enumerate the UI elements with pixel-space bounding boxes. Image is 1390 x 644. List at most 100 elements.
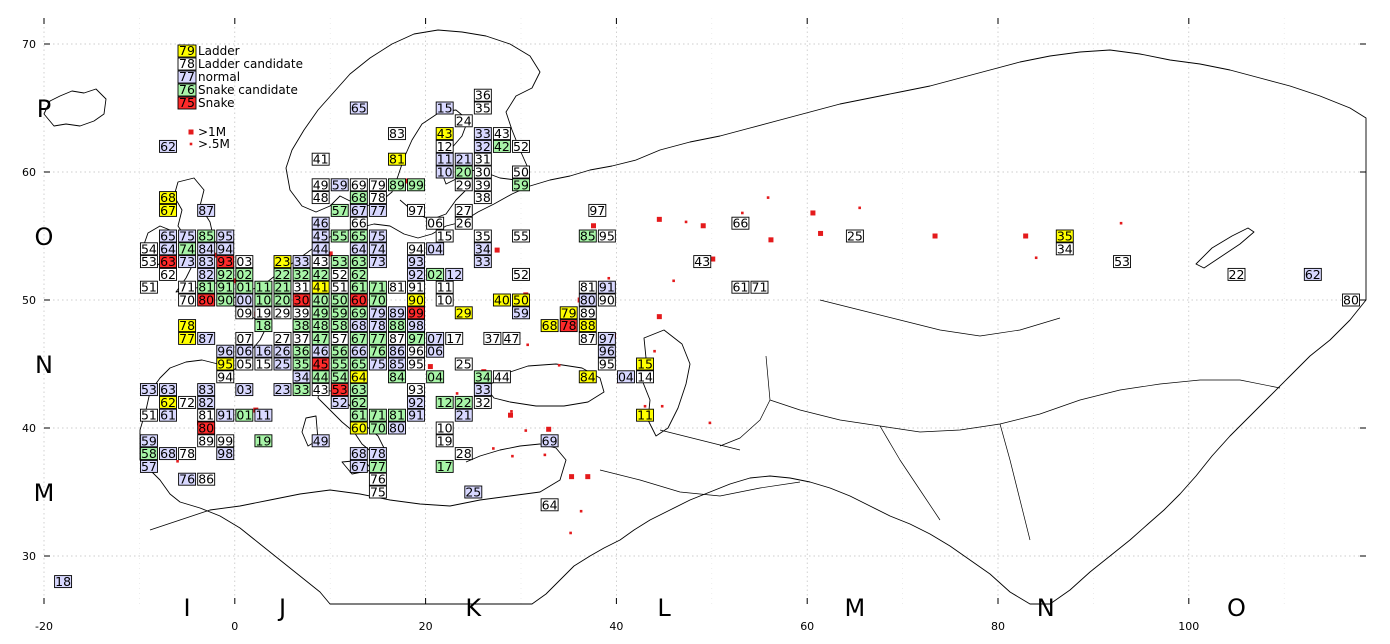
grid-cell[interactable]: 84 (388, 369, 406, 384)
grid-cell[interactable]: 61 (731, 280, 750, 295)
grid-cell[interactable]: 85 (578, 229, 597, 244)
grid-cell[interactable]: 46 (311, 344, 330, 359)
grid-cell[interactable]: 67 (349, 203, 368, 218)
grid-cell[interactable]: 19 (435, 433, 454, 448)
grid-cell[interactable]: 34 (1055, 241, 1074, 256)
grid-cell[interactable]: 09 (235, 305, 254, 320)
grid-cell[interactable]: 62 (159, 139, 177, 154)
grid-cell[interactable]: 64 (349, 369, 368, 384)
grid-cell[interactable]: 91 (407, 280, 426, 295)
grid-cell[interactable]: 62 (159, 267, 177, 282)
grid-cell[interactable]: 19 (254, 305, 273, 320)
grid-cell[interactable]: 10 (254, 293, 273, 308)
grid-cell[interactable]: 82 (197, 267, 216, 282)
grid-cell[interactable]: 67 (159, 203, 177, 218)
grid-cell[interactable]: 39 (292, 305, 311, 320)
grid-cell[interactable]: 59 (330, 177, 349, 192)
grid-cell[interactable]: 66 (349, 216, 368, 231)
grid-cell[interactable]: 41 (311, 152, 330, 167)
grid-cell[interactable]: 99 (407, 305, 426, 320)
grid-cell[interactable]: 96 (407, 344, 426, 359)
grid-cell[interactable]: 25 (464, 485, 483, 500)
grid-cell[interactable]: 91 (597, 280, 616, 295)
grid-cell[interactable]: 43 (693, 254, 712, 269)
grid-cell[interactable]: 86 (388, 344, 406, 359)
grid-cell[interactable]: 90 (597, 293, 616, 308)
grid-cell[interactable]: 54 (139, 241, 158, 256)
grid-cell[interactable]: 59 (330, 305, 349, 320)
grid-cell[interactable]: 03 (235, 382, 254, 397)
grid-cell[interactable]: 35 (1055, 229, 1074, 244)
grid-cell[interactable]: 36 (473, 88, 492, 103)
grid-cell[interactable]: 70 (368, 293, 387, 308)
grid-cell[interactable]: 76 (368, 472, 387, 487)
grid-cell[interactable]: 95 (216, 229, 235, 244)
grid-cell[interactable]: 49 (311, 177, 330, 192)
grid-cell[interactable]: 70 (178, 293, 197, 308)
grid-cell[interactable]: 44 (311, 369, 330, 384)
grid-cell[interactable]: 71 (368, 280, 387, 295)
grid-cell[interactable]: 67 (349, 331, 368, 346)
grid-cell[interactable]: 77 (368, 203, 387, 218)
grid-cell[interactable]: 92 (407, 267, 426, 282)
grid-cell[interactable]: 80 (197, 293, 216, 308)
grid-cell[interactable]: 82 (197, 395, 216, 410)
grid-cell[interactable]: 11 (435, 152, 454, 167)
grid-cell[interactable]: 91 (216, 280, 235, 295)
grid-cell[interactable]: 32 (473, 139, 492, 154)
grid-cell[interactable]: 71 (178, 280, 197, 295)
grid-cell[interactable]: 62 (349, 267, 368, 282)
grid-cell[interactable]: 12 (435, 395, 454, 410)
grid-cell[interactable]: 07 (426, 331, 445, 346)
grid-cell[interactable]: 11 (636, 408, 654, 423)
grid-cell[interactable]: 41 (311, 280, 330, 295)
grid-cell[interactable]: 26 (454, 216, 473, 231)
grid-cell[interactable]: 55 (330, 357, 349, 372)
grid-cell[interactable]: 69 (349, 305, 368, 320)
grid-cell[interactable]: 59 (139, 433, 158, 448)
grid-cell[interactable]: 65 (349, 101, 368, 116)
grid-cell[interactable]: 42 (311, 267, 330, 282)
grid-cell[interactable]: 84 (578, 369, 597, 384)
grid-cell[interactable]: 71 (368, 408, 387, 423)
grid-cell[interactable]: 19 (254, 433, 273, 448)
grid-cell[interactable]: 52 (512, 139, 530, 154)
grid-cell[interactable]: 33 (292, 382, 311, 397)
grid-cell[interactable]: 44 (492, 369, 511, 384)
grid-cell[interactable]: 89 (197, 433, 216, 448)
grid-cell[interactable]: 57 (330, 203, 349, 218)
grid-cell[interactable]: 84 (197, 241, 216, 256)
grid-cell[interactable]: 31 (473, 152, 492, 167)
grid-cell[interactable]: 34 (473, 241, 492, 256)
grid-cell[interactable]: 10 (435, 293, 454, 308)
grid-cell[interactable]: 33 (473, 254, 492, 269)
grid-cell[interactable]: 51 (330, 280, 349, 295)
grid-cell[interactable]: 90 (407, 293, 426, 308)
grid-cell[interactable]: 33 (473, 126, 492, 141)
grid-cell[interactable]: 48 (311, 190, 330, 205)
grid-cell[interactable]: 22 (273, 267, 292, 282)
grid-cell[interactable]: 54 (330, 369, 349, 384)
grid-cell[interactable]: 88 (578, 318, 597, 333)
grid-cell[interactable]: 78 (178, 446, 197, 461)
grid-cell[interactable]: 89 (388, 177, 406, 192)
grid-cell[interactable]: 81 (388, 152, 406, 167)
grid-cell[interactable]: 53 (330, 254, 349, 269)
grid-cell[interactable]: 77 (368, 331, 387, 346)
grid-cell[interactable]: 27 (454, 203, 473, 218)
grid-cell[interactable]: 15 (435, 101, 454, 116)
grid-cell[interactable]: 45 (311, 229, 330, 244)
grid-cell[interactable]: 63 (159, 382, 177, 397)
grid-cell[interactable]: 68 (540, 318, 559, 333)
grid-cell[interactable]: 67 (349, 459, 368, 474)
grid-cell[interactable]: 21 (273, 280, 292, 295)
grid-cell[interactable]: 30 (292, 293, 311, 308)
grid-cell[interactable]: 72 (178, 395, 197, 410)
grid-cell[interactable]: 53 (139, 382, 158, 397)
grid-cell[interactable]: 85 (197, 229, 216, 244)
grid-cell[interactable]: 29 (273, 305, 292, 320)
grid-cell[interactable]: 37 (292, 331, 311, 346)
grid-cell[interactable]: 91 (407, 408, 426, 423)
grid-cell[interactable]: 43 (311, 254, 330, 269)
